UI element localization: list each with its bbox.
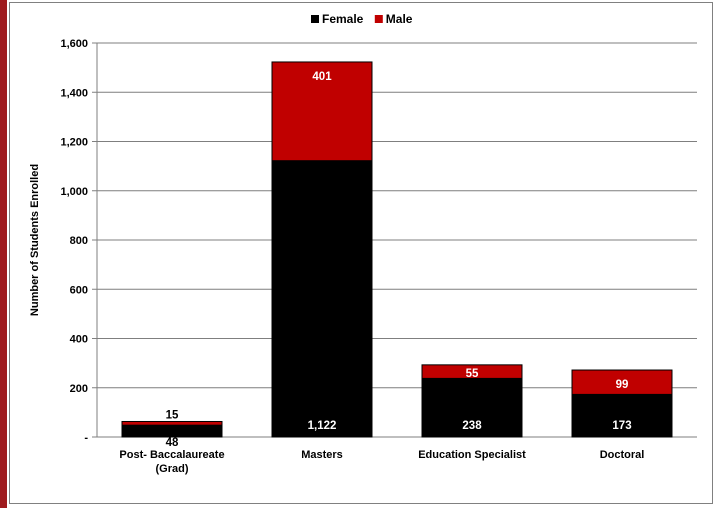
legend-swatch-female [311, 15, 319, 23]
y-tick-label: 1,000 [60, 186, 88, 198]
x-tick-label: Education Specialist [418, 449, 526, 461]
y-tick-label: 800 [70, 235, 88, 247]
data-label-female: 238 [462, 420, 482, 432]
legend-swatch-male [374, 15, 383, 23]
left-accent-stripe [0, 0, 7, 508]
bar-segment-male [121, 420, 223, 426]
y-tick-label: 1,400 [60, 87, 88, 99]
x-tick-label: (Grad) [156, 463, 189, 475]
data-label-male: 99 [616, 379, 629, 391]
bar-segment-female [121, 424, 223, 438]
data-label-male: 401 [312, 71, 332, 83]
y-tick-label: - [84, 432, 88, 444]
bar-segment-male [271, 61, 373, 162]
bar-segment-female [421, 377, 523, 438]
y-tick-label: 600 [70, 284, 88, 296]
y-tick-label: 200 [70, 383, 88, 395]
data-label-male: 15 [166, 409, 179, 421]
x-tick-label: Post- Baccalaureate [119, 449, 224, 461]
y-axis-title: Number of Students Enrolled [29, 164, 41, 316]
y-tick-label: 1,600 [60, 38, 88, 50]
legend-label-female: Female [322, 12, 364, 26]
bar-segment-male [421, 364, 523, 379]
data-label-female: 1,122 [308, 420, 337, 432]
data-label-female: 173 [612, 420, 631, 432]
y-tick-label: 400 [70, 334, 88, 346]
legend-label-male: Male [386, 12, 413, 26]
bar-segment-male [571, 369, 673, 395]
y-tick-label: 1,200 [60, 137, 88, 149]
bar-segment-female [271, 160, 373, 438]
x-tick-label: Doctoral [600, 449, 645, 461]
data-label-female: 48 [166, 437, 179, 449]
x-tick-label: Masters [301, 449, 343, 461]
bar-segment-female [571, 393, 673, 438]
data-label-male: 55 [466, 368, 479, 380]
